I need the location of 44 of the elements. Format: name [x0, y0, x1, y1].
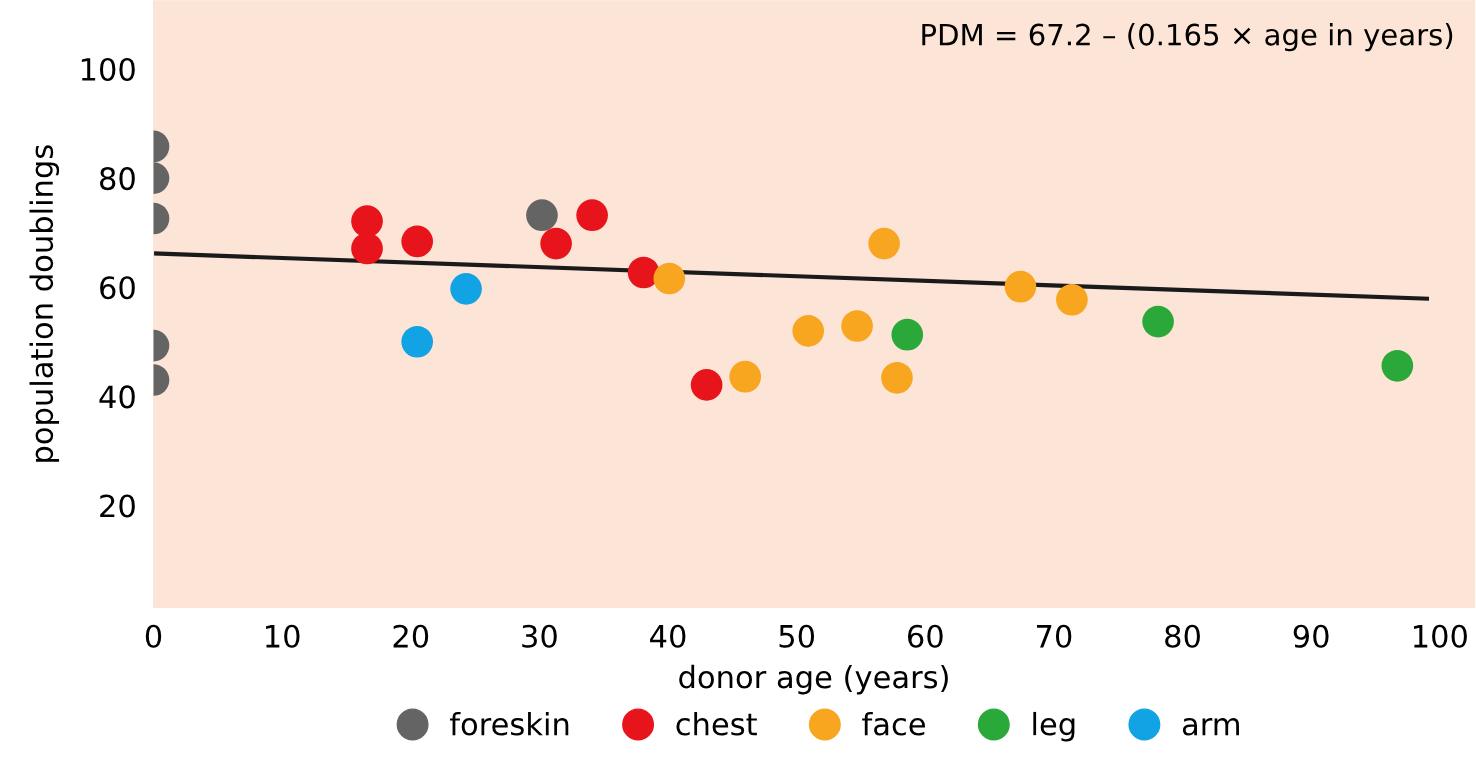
x-tick-label: 70: [1036, 624, 1072, 648]
x-axis-title: donor age (years): [679, 664, 948, 695]
y-tick-label: 20: [100, 494, 135, 518]
y-axis-title: population doublings: [29, 145, 60, 462]
point: [868, 227, 900, 260]
y-tick-label: 100: [81, 57, 135, 82]
x-tick-label: 0: [145, 624, 162, 648]
point: [450, 273, 482, 305]
point: [1381, 349, 1414, 382]
x-tick-label: 40: [650, 624, 686, 648]
point: [1056, 283, 1088, 316]
point: [792, 315, 825, 347]
y-tick-label: 60: [100, 276, 135, 300]
point: [540, 227, 572, 260]
point: [881, 361, 913, 394]
x-tick-label: 10: [266, 624, 300, 648]
x-tick-label: 20: [393, 624, 429, 648]
point: [841, 310, 873, 342]
point: [576, 199, 608, 232]
point: [401, 225, 434, 258]
point: [627, 256, 660, 289]
y-tick-label: 40: [99, 385, 135, 409]
point: [1004, 270, 1037, 303]
legend-label: arm: [1182, 718, 1239, 736]
point: [891, 318, 924, 351]
legend-label: foreskin: [449, 711, 569, 736]
point: [351, 205, 383, 238]
x-tick-label: 30: [522, 624, 557, 648]
point: [653, 262, 686, 295]
point: [1142, 305, 1174, 338]
y-tick-label: 80: [100, 167, 135, 191]
x-tick-label: 50: [779, 624, 815, 648]
legend-label: leg: [1033, 711, 1075, 742]
legend-label: face: [862, 711, 925, 736]
annotation: PDM = 67.2 – (0.165 × age in years): [922, 23, 1453, 52]
point: [401, 325, 434, 358]
legend-label: chest: [676, 711, 757, 736]
point: [690, 369, 723, 401]
x-tick-label: 60: [907, 624, 943, 648]
x-tick-label: 100: [1413, 624, 1467, 648]
point: [729, 360, 762, 393]
x-tick-label: 80: [1165, 624, 1200, 648]
x-tick-label: 90: [1293, 624, 1329, 648]
point: [351, 232, 383, 265]
